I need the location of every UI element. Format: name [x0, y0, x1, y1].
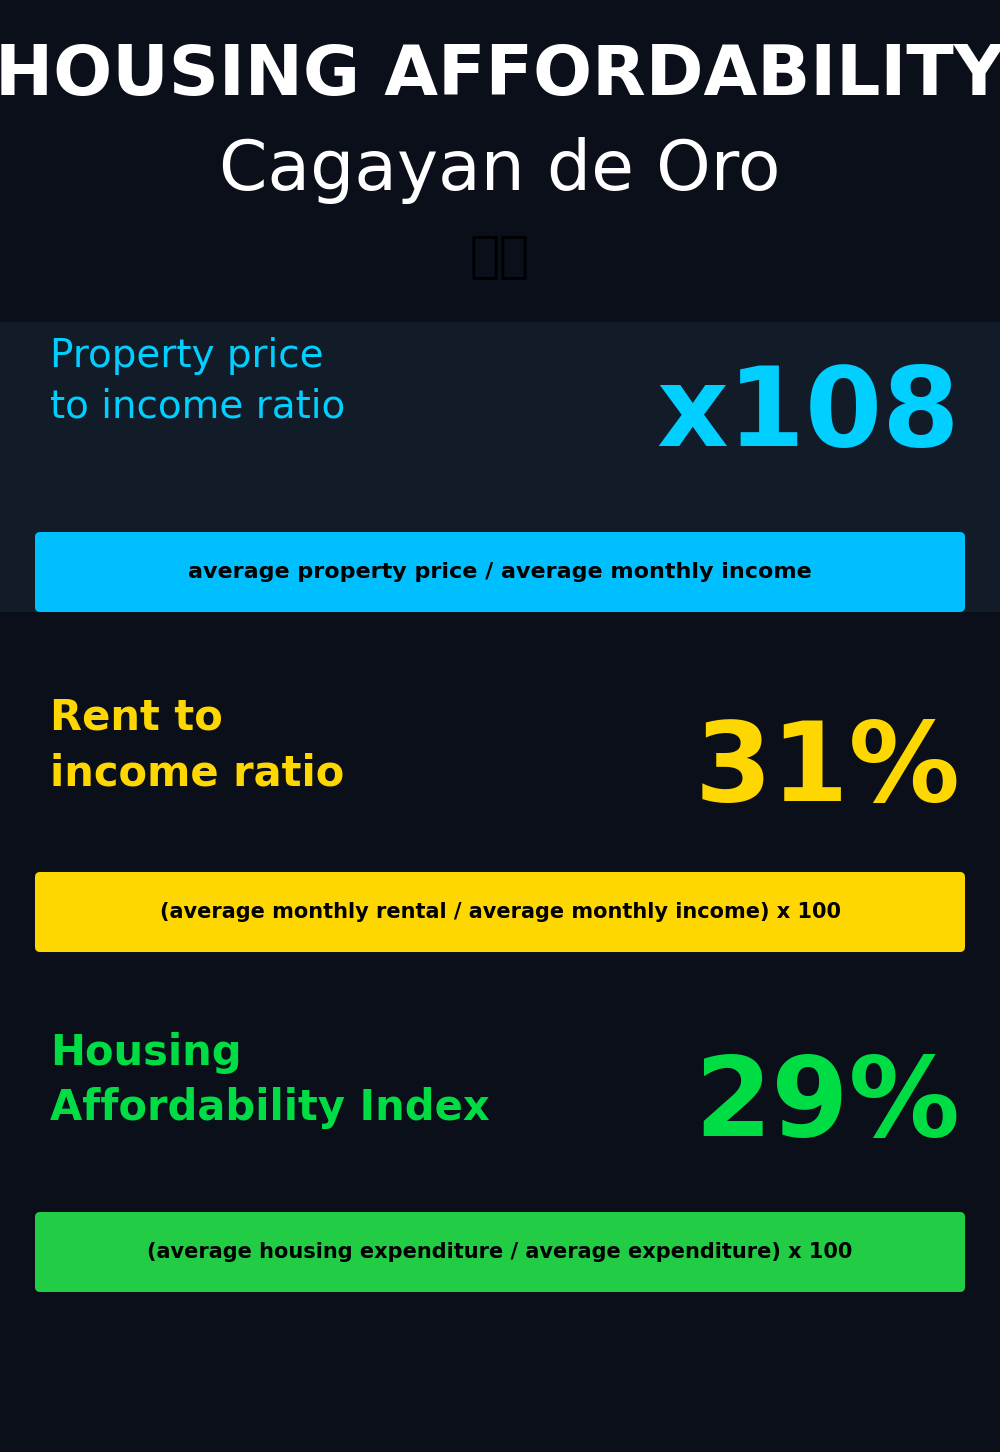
Text: 31%: 31%: [694, 717, 960, 823]
Text: (average monthly rental / average monthly income) x 100: (average monthly rental / average monthl…: [160, 902, 840, 922]
Text: Housing
Affordability Index: Housing Affordability Index: [50, 1032, 490, 1130]
Text: Rent to
income ratio: Rent to income ratio: [50, 697, 344, 794]
Text: (average housing expenditure / average expenditure) x 100: (average housing expenditure / average e…: [147, 1241, 853, 1262]
Bar: [0, 322, 1000, 611]
Text: 29%: 29%: [694, 1053, 960, 1159]
FancyBboxPatch shape: [35, 1212, 965, 1292]
Text: 🇵🇭: 🇵🇭: [470, 232, 530, 280]
Text: HOUSING AFFORDABILITY: HOUSING AFFORDABILITY: [0, 42, 1000, 109]
Text: Property price
to income ratio: Property price to income ratio: [50, 337, 345, 425]
Text: x108: x108: [656, 362, 960, 469]
Text: Cagayan de Oro: Cagayan de Oro: [219, 136, 781, 203]
FancyBboxPatch shape: [35, 531, 965, 611]
Text: average property price / average monthly income: average property price / average monthly…: [188, 562, 812, 582]
FancyBboxPatch shape: [35, 873, 965, 953]
